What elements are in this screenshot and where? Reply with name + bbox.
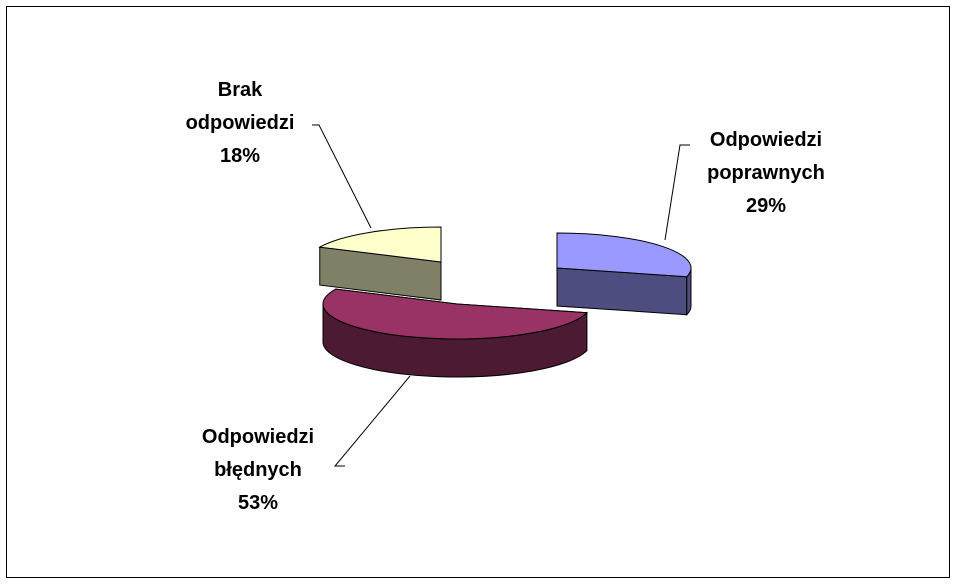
- slice-top: [556, 232, 692, 278]
- pie-slice: [322, 288, 588, 378]
- slice-label: Odpowiedzi poprawnych 29%: [707, 124, 825, 223]
- slice-top: [322, 288, 588, 340]
- leader-line: [312, 124, 372, 229]
- slice-label: Brak odpowiedzi 18%: [186, 74, 295, 173]
- leader-line: [333, 375, 411, 467]
- slice-top: [318, 226, 442, 263]
- pie-slice: [318, 226, 442, 301]
- value-label: 29%: [745, 195, 787, 217]
- chart-border: [6, 6, 950, 578]
- value-label: 53%: [237, 492, 279, 514]
- pie-slice: [556, 232, 692, 316]
- value-label: 18%: [219, 145, 261, 167]
- category-label: Odpowiedzi błędnych: [201, 426, 315, 481]
- category-label: Odpowiedzi poprawnych: [707, 129, 825, 184]
- leader-line: [664, 144, 690, 241]
- category-label: Brak odpowiedzi: [185, 79, 295, 134]
- slice-label: Odpowiedzi błędnych 53%: [202, 421, 314, 520]
